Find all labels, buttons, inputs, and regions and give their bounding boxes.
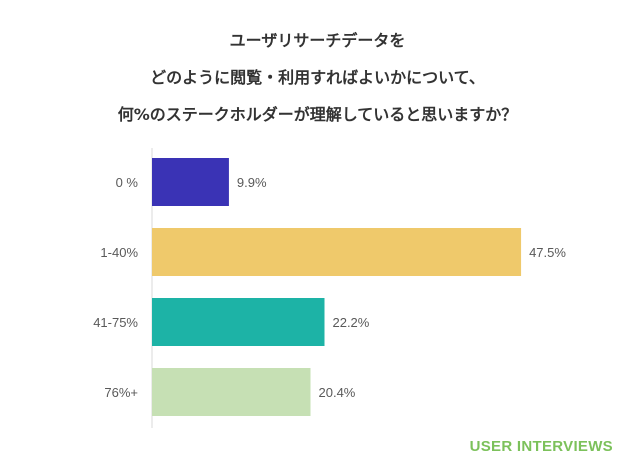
bar-2: [152, 228, 522, 276]
bar-4: [152, 368, 311, 416]
brand-logo-text: USER INTERVIEWS: [469, 438, 613, 455]
category-label-1: 0 %: [116, 175, 139, 190]
category-label-2: 1-40%: [100, 245, 138, 260]
bar-1: [152, 158, 229, 206]
category-label-3: 41-75%: [93, 315, 138, 330]
bar-3: [152, 298, 325, 346]
value-label-3: 22.2%: [332, 315, 369, 330]
title-line-1: ユーザリサーチデータを: [229, 31, 406, 50]
category-label-4: 76%+: [104, 385, 138, 400]
title-line-3: 何%のステークホルダーが理解していると思いますか？: [117, 105, 518, 124]
value-label-4: 20.4%: [319, 385, 356, 400]
value-label-2: 47.5%: [529, 245, 566, 260]
title-line-2: どのように閲覧・利用すればよいかについて、: [150, 68, 485, 87]
value-label-1: 9.9%: [237, 175, 267, 190]
chart-title: ユーザリサーチデータを どのように閲覧・利用すればよいかについて、 何%のステー…: [0, 22, 635, 133]
